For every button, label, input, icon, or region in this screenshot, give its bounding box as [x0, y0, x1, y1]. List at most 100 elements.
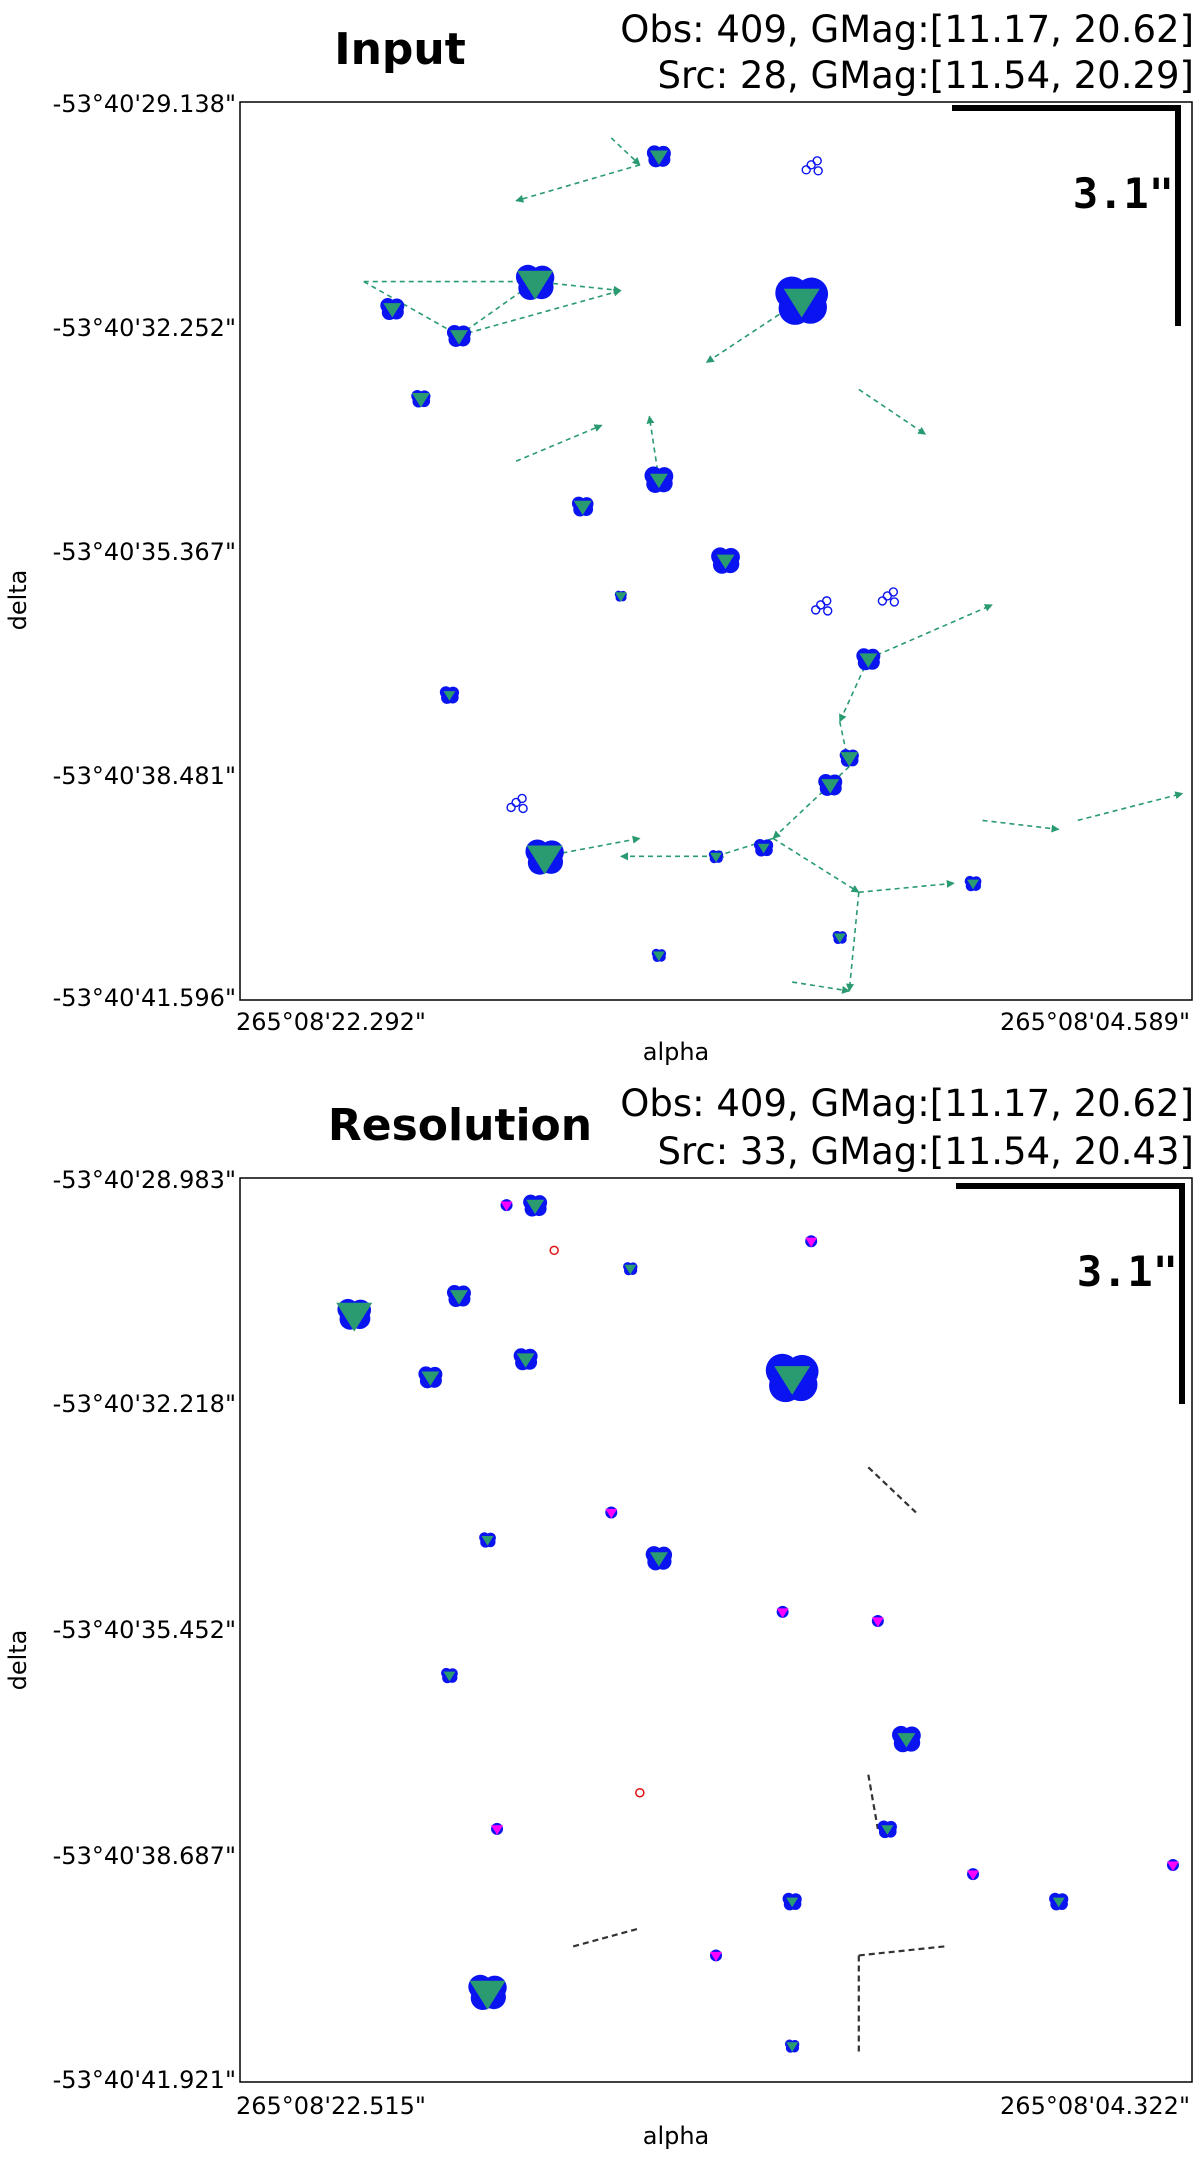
- panel-resolution: Resolution Obs: 409, GMag:[11.17, 20.62]…: [4, 1082, 1194, 2150]
- source-marker: [710, 852, 722, 863]
- panel-input-plot-frame: [239, 101, 1193, 1001]
- unmatched-observation: [888, 587, 899, 597]
- new-source-marker: [776, 1608, 789, 1618]
- link-line: [867, 1774, 879, 1830]
- new-source-marker: [805, 1237, 818, 1248]
- source-marker: [449, 330, 468, 345]
- unmatched-observation: [518, 803, 528, 814]
- source-marker: [716, 554, 735, 569]
- unmatched-observation: [823, 606, 833, 616]
- source-marker: [881, 1825, 894, 1835]
- link-line: [868, 604, 993, 660]
- source-marker: [449, 1290, 468, 1305]
- link-line: [858, 1945, 945, 1957]
- link-line: [610, 137, 641, 166]
- panel-input-ytick-2: -53°40'35.367": [53, 538, 236, 566]
- new-source-marker: [491, 1825, 504, 1835]
- unassigned-observation: [549, 1245, 559, 1256]
- panel-input-scale-bar: [952, 105, 1181, 326]
- panel-resolution-xtick-0: 265°08'22.515": [236, 2092, 426, 2120]
- panel-resolution-scale-label: 3.1": [1077, 1247, 1178, 1296]
- new-source-marker: [605, 1508, 618, 1519]
- link-line: [858, 879, 955, 894]
- link-line: [515, 424, 603, 462]
- panel-input-xtick-0: 265°08'22.292": [236, 1008, 426, 1036]
- link-line: [544, 835, 641, 858]
- panel-input-xlabel: alpha: [643, 1038, 710, 1066]
- source-marker: [469, 1980, 506, 2010]
- source-marker: [786, 2042, 799, 2052]
- link-line: [858, 388, 927, 435]
- source-marker: [840, 752, 859, 767]
- panel-resolution-ytick-1: -53°40'32.218": [53, 1390, 236, 1418]
- source-marker: [481, 1536, 494, 1546]
- panel-input-xtick-1: 265°08'04.589": [1000, 1008, 1190, 1036]
- unmatched-observation: [889, 597, 900, 607]
- source-marker: [649, 473, 668, 489]
- link-line: [867, 1466, 917, 1514]
- source-marker: [443, 691, 456, 701]
- unmatched-observation: [506, 802, 516, 813]
- link-line: [845, 892, 860, 992]
- panel-resolution-obs-info: Obs: 409, GMag:[11.17, 20.62]: [620, 1082, 1194, 1125]
- link-line: [458, 280, 536, 337]
- panel-input-ytick-1: -53°40'32.252": [53, 314, 236, 342]
- panel-input-ytick-3: -53°40'38.481": [53, 762, 236, 790]
- link-line: [1077, 791, 1184, 822]
- panel-input-scale-label: 3.1": [1073, 169, 1174, 218]
- unmatched-observation: [811, 605, 821, 615]
- panel-input-ytick-0: -53°40'29.138": [53, 90, 236, 118]
- source-marker: [967, 879, 980, 890]
- source-marker: [757, 843, 770, 854]
- unmatched-observation: [812, 156, 822, 166]
- source-marker: [652, 951, 665, 962]
- unmatched-observation: [801, 165, 811, 175]
- source-marker: [649, 1552, 668, 1567]
- source-marker: [821, 779, 840, 794]
- new-source-marker: [871, 1617, 884, 1627]
- unmatched-observation: [877, 596, 888, 606]
- source-marker: [649, 150, 668, 165]
- panel-input-ylabel: delta: [4, 570, 32, 631]
- source-marker: [1052, 1897, 1065, 1908]
- source-marker: [517, 270, 554, 300]
- unmatched-observation: [822, 596, 832, 606]
- link-line: [458, 288, 622, 337]
- link-line: [792, 981, 851, 994]
- panel-input-ytick-4: -53°40'41.596": [53, 984, 236, 1012]
- link-line: [572, 1927, 641, 1948]
- unassigned-observation: [635, 1787, 645, 1798]
- source-marker: [336, 1302, 373, 1332]
- panel-resolution-ytick-0: -53°40'28.983": [53, 1166, 236, 1194]
- panel-input: Input Obs: 409, GMag:[11.17, 20.62] Src:…: [4, 8, 1194, 1066]
- panel-resolution-scale-bar: [956, 1183, 1185, 1404]
- panel-resolution-xtick-1: 265°08'04.322": [1000, 2092, 1190, 2120]
- source-marker: [443, 1671, 456, 1682]
- panel-input-marks: [363, 137, 1184, 994]
- source-marker: [897, 1733, 916, 1748]
- unmatched-observation: [813, 166, 823, 176]
- source-marker: [624, 1264, 637, 1275]
- panel-input-title: Input: [334, 24, 466, 75]
- panel-resolution-ytick-3: -53°40'38.687": [53, 1842, 236, 1870]
- source-marker: [833, 933, 846, 944]
- panel-resolution-ytick-4: -53°40'41.921": [53, 2066, 236, 2094]
- panel-resolution-ylabel: delta: [4, 1630, 32, 1691]
- source-marker: [526, 845, 563, 875]
- source-marker: [859, 653, 878, 668]
- source-marker: [573, 500, 592, 516]
- new-source-marker: [1166, 1861, 1179, 1872]
- panel-resolution-xlabel: alpha: [643, 2122, 710, 2150]
- link-line: [982, 819, 1060, 833]
- source-marker: [783, 288, 820, 318]
- source-marker: [421, 1371, 440, 1386]
- panel-resolution-src-info: Src: 33, GMag:[11.54, 20.43]: [657, 1130, 1194, 1173]
- source-marker: [786, 1897, 799, 1908]
- link-line: [363, 280, 460, 337]
- new-source-marker: [710, 1951, 722, 1962]
- link-line: [515, 164, 641, 203]
- new-source-marker: [500, 1201, 513, 1212]
- panel-input-obs-info: Obs: 409, GMag:[11.17, 20.62]: [620, 8, 1194, 51]
- source-marker: [614, 592, 627, 602]
